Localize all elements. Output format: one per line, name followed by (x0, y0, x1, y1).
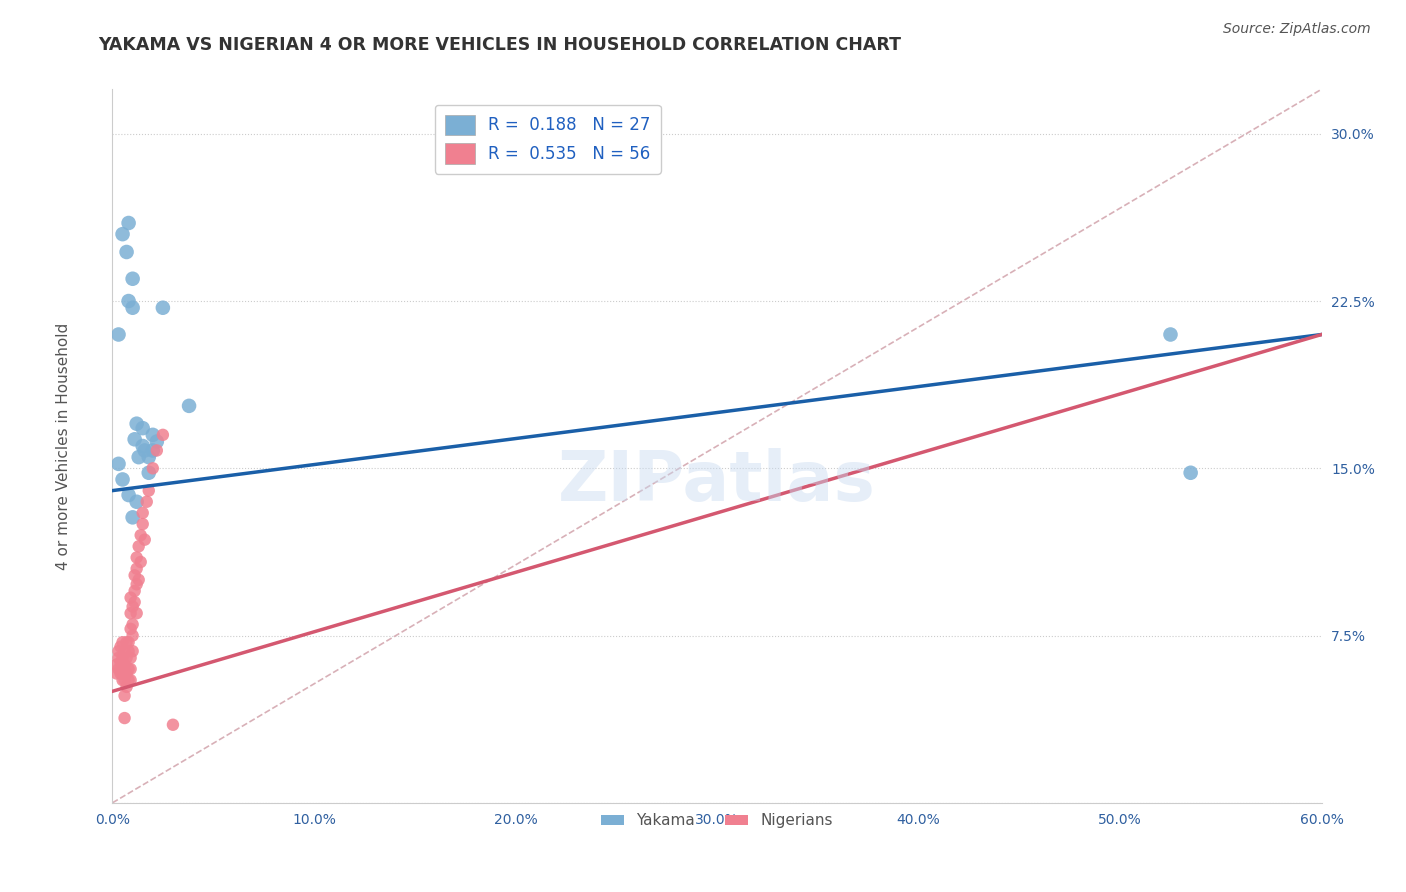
Point (111, 227, 134, 241)
Point (117, 673, 139, 687)
Point (111, 651, 134, 665)
Point (135, 494, 157, 508)
Point (124, 568, 146, 582)
Point (111, 662, 134, 676)
Point (121, 599, 143, 614)
Point (128, 573, 150, 587)
Point (125, 607, 148, 621)
Point (117, 293, 139, 308)
Point (142, 461, 165, 475)
Point (125, 562, 148, 576)
Point (115, 244, 138, 259)
Point (129, 555, 152, 569)
Text: Source: ZipAtlas.com: Source: ZipAtlas.com (1223, 22, 1371, 37)
Point (117, 644, 139, 658)
Point (177, 399, 200, 413)
Point (132, 516, 155, 531)
Text: ZIPatlas: ZIPatlas (558, 448, 876, 516)
Point (121, 628, 143, 642)
Point (110, 655, 132, 669)
Point (120, 607, 142, 621)
Point (138, 450, 160, 464)
Point (138, 483, 160, 498)
Point (132, 506, 155, 520)
Point (114, 689, 136, 703)
Point (125, 417, 148, 431)
Point (121, 644, 143, 658)
Point (128, 450, 150, 464)
Point (125, 550, 148, 565)
Point (120, 591, 142, 605)
Point (114, 673, 136, 687)
Point (117, 635, 139, 649)
Point (115, 651, 138, 665)
Point (107, 644, 129, 658)
Point (134, 533, 156, 547)
Point (142, 427, 165, 442)
Point (117, 662, 139, 676)
Point (132, 421, 155, 435)
Point (146, 434, 169, 449)
Point (111, 673, 134, 687)
Point (1159, 327, 1181, 342)
Point (128, 539, 150, 553)
Point (152, 301, 174, 315)
Point (121, 301, 143, 315)
Point (117, 488, 139, 502)
Point (125, 577, 148, 591)
Point (117, 216, 139, 230)
Point (111, 473, 134, 487)
Point (111, 635, 134, 649)
Point (124, 595, 146, 609)
Point (114, 657, 136, 672)
Point (107, 457, 129, 471)
Point (107, 327, 129, 342)
Point (107, 651, 129, 665)
Point (107, 662, 129, 676)
Point (1180, 466, 1202, 480)
Point (115, 635, 138, 649)
Point (152, 427, 174, 442)
Point (121, 271, 143, 285)
Point (114, 711, 136, 725)
Point (121, 510, 143, 524)
Point (138, 466, 160, 480)
Point (124, 432, 146, 446)
Point (111, 666, 134, 681)
Point (120, 662, 142, 676)
Point (124, 583, 146, 598)
Legend: Yakama, Nigerians: Yakama, Nigerians (595, 807, 839, 834)
Point (105, 666, 128, 681)
Point (142, 443, 165, 458)
Point (120, 651, 142, 665)
Point (129, 528, 152, 542)
Text: 4 or more Vehicles in Household: 4 or more Vehicles in Household (56, 322, 70, 570)
Point (121, 617, 143, 632)
Point (115, 680, 138, 694)
Point (114, 644, 136, 658)
Point (105, 657, 128, 672)
Point (120, 673, 142, 687)
Point (146, 443, 169, 458)
Text: YAKAMA VS NIGERIAN 4 OR MORE VEHICLES IN HOUSEHOLD CORRELATION CHART: YAKAMA VS NIGERIAN 4 OR MORE VEHICLES IN… (98, 36, 901, 54)
Point (115, 666, 138, 681)
Point (110, 640, 132, 654)
Point (134, 443, 156, 458)
Point (162, 717, 184, 731)
Point (132, 439, 155, 453)
Point (110, 666, 132, 681)
Point (120, 622, 142, 636)
Point (125, 494, 148, 508)
